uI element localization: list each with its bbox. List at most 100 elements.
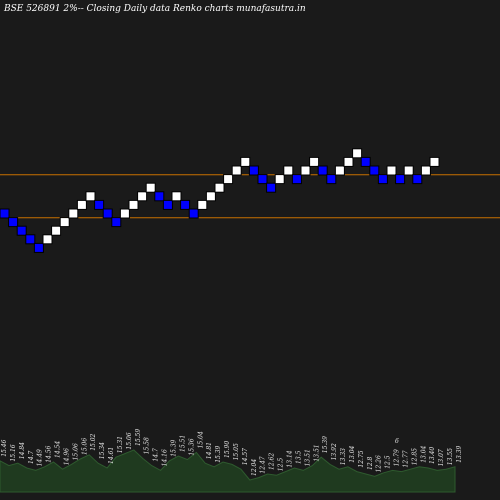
renko-brick-up <box>309 156 320 167</box>
renko-brick-up <box>300 165 311 176</box>
renko-brick-up <box>214 182 225 193</box>
volume-label: 15.05 <box>233 443 240 460</box>
renko-brick-down <box>412 174 423 185</box>
volume-label: 15.34 <box>99 442 106 459</box>
renko-brick-down <box>111 217 122 228</box>
volume-label: 13.14 <box>287 450 294 467</box>
volume-label: 13.51 <box>304 449 311 466</box>
volume-labels: 15.46 15.16 14.84 14.7 14.49 14.56 14.54 14.96 1… <box>1 429 463 476</box>
renko-brick-down <box>0 208 10 219</box>
renko-brick-up <box>68 208 79 219</box>
volume-label: 14.56 <box>46 445 53 462</box>
volume-series <box>0 449 456 493</box>
renko-brick-down <box>326 174 337 185</box>
volume-label: 12.5 <box>278 458 285 472</box>
renko-brick-up <box>51 225 62 236</box>
volume-extra-label: 6 <box>395 438 399 445</box>
volume-label: 13.07 <box>438 449 445 466</box>
volume-label: 15.39 <box>215 445 222 462</box>
volume-label: 14.57 <box>242 448 249 465</box>
renko-brick-up <box>240 156 251 167</box>
volume-label: 14.49 <box>37 449 44 466</box>
renko-brick-up <box>274 174 285 185</box>
volume-label: 12.77 <box>403 450 410 467</box>
volume-label: 15.46 <box>1 439 8 456</box>
renko-brick-down <box>94 199 105 210</box>
renko-brick-down <box>162 199 173 210</box>
volume-label: 12.26 <box>376 455 383 472</box>
volume-label: 13.55 <box>447 448 454 465</box>
volume-label: 13.92 <box>331 443 338 460</box>
volume-label: 12.8 <box>367 456 374 470</box>
renko-brick-down <box>257 174 268 185</box>
renko-brick-up <box>429 156 440 167</box>
renko-brick-up <box>119 208 130 219</box>
volume-label: 12.04 <box>251 459 258 476</box>
renko-brick-down <box>180 199 191 210</box>
volume-label: 15.06 <box>126 432 133 449</box>
volume-label: 13.51 <box>313 444 320 461</box>
volume-label: 14.7 <box>28 450 35 464</box>
renko-brick-down <box>16 225 27 236</box>
volume-label: 15.58 <box>144 437 151 454</box>
volume-label: 14.16 <box>162 449 169 466</box>
volume-label: 13.33 <box>340 448 347 465</box>
volume-label: 12.5 <box>385 455 392 469</box>
volume-label: 15.51 <box>179 435 186 452</box>
renko-brick-up <box>145 182 156 193</box>
renko-brick-down <box>248 165 259 176</box>
renko-brick-down <box>369 165 380 176</box>
volume-label: 12.62 <box>269 453 276 470</box>
volume-label: 12.79 <box>394 449 401 466</box>
volume-label: 13.04 <box>420 445 427 462</box>
volume-label: 15.16 <box>10 444 17 461</box>
volume-label: 14.61 <box>108 447 115 464</box>
renko-brick-up <box>420 165 431 176</box>
renko-brick-up <box>128 199 139 210</box>
volume-label: 14.84 <box>19 442 26 459</box>
volume-label: 13.04 <box>349 445 356 462</box>
renko-brick-up <box>352 148 363 159</box>
chart-title: BSE 526891 2%-- Closing Daily data Renko… <box>3 4 306 14</box>
renko-brick-down <box>102 208 113 219</box>
volume-label: 14.96 <box>64 448 71 465</box>
volume-label: 15.31 <box>117 436 124 453</box>
volume-label: 13.5 <box>295 450 302 464</box>
renko-brick-up <box>197 199 208 210</box>
renko-brick-up <box>42 234 53 245</box>
volume-label: 13.40 <box>429 447 436 464</box>
volume-label: 12.47 <box>260 456 267 473</box>
renko-brick-up <box>343 156 354 167</box>
renko-brick-down <box>154 191 165 202</box>
renko-brick-down <box>395 174 406 185</box>
renko-brick-down <box>25 234 36 245</box>
renko-brick-down <box>317 165 328 176</box>
volume-label: 15.06 <box>81 438 88 455</box>
renko-brick-up <box>283 165 294 176</box>
volume-label: 15.39 <box>171 439 178 456</box>
volume-label: 12.85 <box>411 448 418 465</box>
volume-label: 15.02 <box>90 433 97 450</box>
volume-label: 12.75 <box>358 450 365 467</box>
renko-brick-up <box>334 165 345 176</box>
renko-brick-down <box>360 156 371 167</box>
renko-brick-down <box>291 174 302 185</box>
renko-brick-up <box>386 165 397 176</box>
renko-brick-down <box>188 208 199 219</box>
volume-label: 15.59 <box>135 429 142 446</box>
renko-brick-down <box>8 217 19 228</box>
renko-bricks <box>0 148 440 253</box>
renko-brick-up <box>223 174 234 185</box>
renko-brick-up <box>76 199 87 210</box>
volume-label: 15.39 <box>322 436 329 453</box>
volume-label: 15.36 <box>188 438 195 455</box>
volume-label: 14.81 <box>206 442 213 459</box>
volume-label: 15.04 <box>197 431 204 448</box>
renko-brick-up <box>403 165 414 176</box>
renko-brick-down <box>377 174 388 185</box>
volume-label: 13.39 <box>456 445 463 462</box>
renko-brick-up <box>205 191 216 202</box>
volume-label: 14.7 <box>153 448 160 462</box>
renko-brick-up <box>85 191 96 202</box>
